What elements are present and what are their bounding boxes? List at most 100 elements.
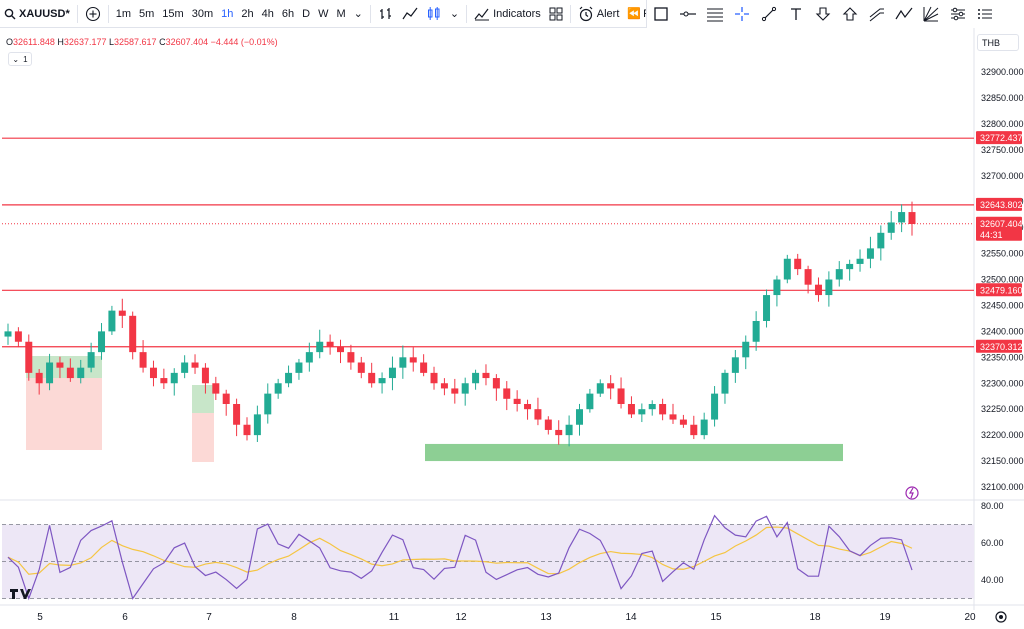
layouts-button[interactable] <box>545 3 567 25</box>
time-tick-label: 11 <box>389 612 400 623</box>
list-icon[interactable] <box>971 3 998 25</box>
time-tick-label: 6 <box>122 612 128 623</box>
chart-type-dropdown[interactable]: ⌄ <box>449 8 460 20</box>
interval-D[interactable]: D <box>302 7 311 20</box>
interval-15m[interactable]: 15m <box>162 7 184 20</box>
price-tick-label: 32650.000 <box>981 197 1024 207</box>
interval-5m[interactable]: 5m <box>139 7 155 20</box>
candle-body <box>721 372 729 394</box>
interval-1h[interactable]: 1h <box>221 7 234 20</box>
price-tick-label: 32700.000 <box>981 171 1024 181</box>
rectangle-tool-icon[interactable] <box>647 3 674 25</box>
time-tick-label: 13 <box>540 612 552 623</box>
trend-line-icon[interactable] <box>755 3 782 25</box>
symbol-name: XAUUSD* <box>19 7 70 20</box>
candle-body <box>295 362 303 373</box>
bar-style-button[interactable] <box>374 3 398 25</box>
price-tick-label: 32450.000 <box>981 300 1024 310</box>
candle-body <box>160 378 168 384</box>
interval-W[interactable]: W <box>318 7 329 20</box>
candle-body <box>856 258 864 264</box>
symbol-search[interactable]: XAUUSD* <box>0 3 74 25</box>
level-price-label: 32370.312 <box>980 342 1023 352</box>
candle-body <box>440 383 448 389</box>
candle-body <box>773 279 781 296</box>
horizontal-ray-icon[interactable] <box>674 3 701 25</box>
interval-4h[interactable]: 4h <box>261 7 274 20</box>
candle-body <box>898 212 906 223</box>
line-style-button[interactable] <box>398 3 422 25</box>
arrow-down-icon[interactable] <box>809 3 836 25</box>
indicators-icon <box>474 8 490 20</box>
high-value: 32637.177 <box>63 37 107 47</box>
candle-body <box>627 404 635 415</box>
candle-body <box>607 383 615 389</box>
current-price-badge <box>976 216 1022 241</box>
sliders-icon[interactable] <box>944 3 971 25</box>
price-tick-label: 32250.000 <box>981 404 1024 414</box>
arrow-up-icon[interactable] <box>836 3 863 25</box>
candle-body <box>908 212 916 224</box>
candle-body <box>534 409 542 420</box>
level-price-badge <box>976 339 1022 353</box>
alarm-clock-icon <box>579 6 593 21</box>
gann-fan-icon[interactable] <box>917 3 944 25</box>
time-tick-label: 5 <box>37 612 43 623</box>
candle-body <box>866 248 874 259</box>
candle-body <box>46 362 54 384</box>
candle-body <box>378 378 386 384</box>
candle-body <box>56 362 64 368</box>
fib-lines-icon[interactable] <box>701 3 728 25</box>
line-chart-icon <box>402 7 418 19</box>
currency-badge[interactable]: THB <box>977 34 1019 51</box>
add-symbol-button[interactable] <box>81 3 105 25</box>
candle-body <box>233 404 241 425</box>
search-icon <box>4 8 16 19</box>
candle-body <box>212 383 220 394</box>
candle-body <box>586 393 594 410</box>
candle-style-button[interactable] <box>422 3 446 25</box>
candle-body <box>222 393 230 404</box>
crosshair-icon[interactable] <box>728 3 755 25</box>
interval-1m[interactable]: 1m <box>115 7 132 20</box>
alert-button[interactable]: Alert <box>574 3 624 25</box>
candle-body <box>648 404 656 410</box>
candle-body <box>804 269 812 285</box>
interval-dropdown[interactable]: ⌄ <box>353 8 363 20</box>
candle-body <box>846 263 854 270</box>
time-tick-label: 8 <box>291 612 297 623</box>
candle-body <box>565 424 573 436</box>
price-tick-label: 32550.000 <box>981 249 1024 259</box>
drawing-toolbar <box>646 0 1024 28</box>
tradingview-logo-icon <box>10 589 31 599</box>
time-tick-label: 15 <box>710 612 722 623</box>
low-value: 32587.617 <box>114 37 157 47</box>
candle-body <box>679 419 687 425</box>
candle-body <box>503 388 511 399</box>
text-tool-icon[interactable] <box>782 3 809 25</box>
bar-countdown-label: 44:31 <box>980 230 1003 240</box>
pattern-icon[interactable] <box>890 3 917 25</box>
parallel-channel-icon[interactable] <box>863 3 890 25</box>
candle-body <box>731 357 739 373</box>
candle-body <box>87 352 95 368</box>
time-tick-label: 19 <box>879 612 891 623</box>
candle-body <box>752 321 760 342</box>
price-tick-label: 32750.000 <box>981 145 1024 155</box>
lightning-bolt-icon <box>908 487 914 499</box>
collapse-indicators-button[interactable]: ⌄ 1 <box>8 52 32 66</box>
candle-body <box>638 409 646 415</box>
candle-body <box>700 419 708 436</box>
indicators-button[interactable]: Indicators <box>470 3 545 25</box>
interval-M[interactable]: M <box>336 7 346 20</box>
candle-body <box>337 346 345 353</box>
interval-2h[interactable]: 2h <box>241 7 254 20</box>
candle-body <box>513 398 521 404</box>
price-tick-label: 32100.000 <box>981 482 1024 492</box>
candle-body <box>814 284 822 296</box>
interval-30m[interactable]: 30m <box>191 7 214 20</box>
candle-body <box>763 295 771 321</box>
interval-6h[interactable]: 6h <box>281 7 295 20</box>
bars-icon <box>379 7 391 19</box>
